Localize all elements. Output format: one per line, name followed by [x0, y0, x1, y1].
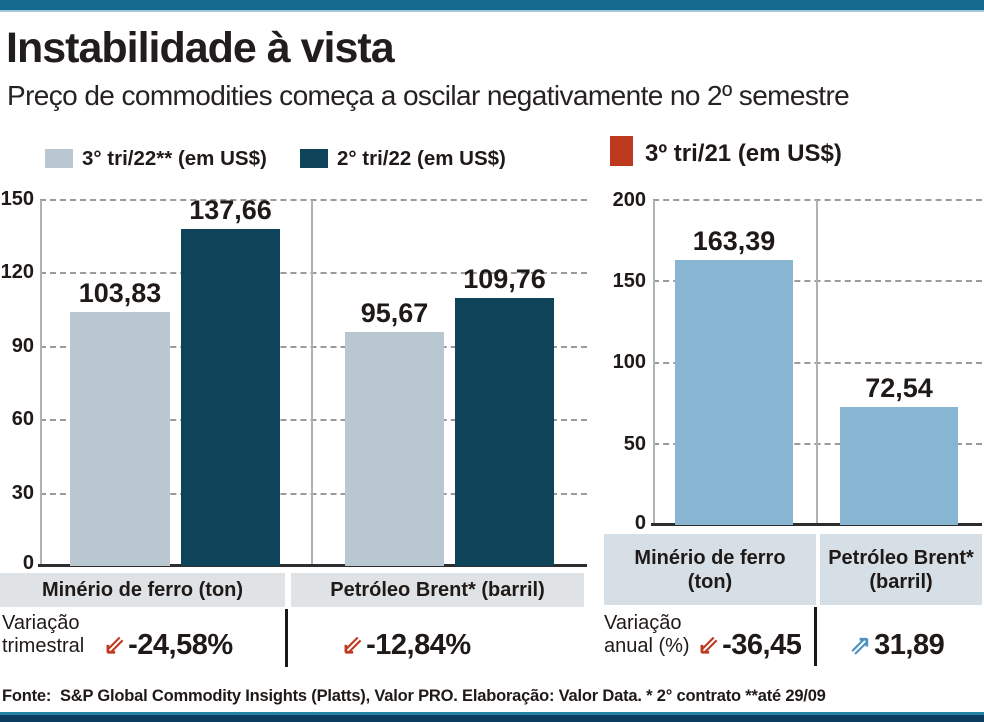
- up-arrow-icon: ⇗: [849, 630, 872, 661]
- bar-iron-3tri22: 103,83: [70, 278, 170, 566]
- gridline: [40, 346, 587, 348]
- bar-brent-3tri22: 95,67: [345, 298, 444, 566]
- bar-brent-2tri22: 109,76: [455, 264, 554, 566]
- variation-label-line2: trimestral: [2, 635, 85, 657]
- variation-label-line1: Variação: [604, 612, 682, 634]
- variation-value: -12,84%: [366, 629, 471, 661]
- y-tick-120: 120: [0, 261, 34, 283]
- gridline: [40, 493, 587, 495]
- gridline: [40, 199, 587, 201]
- bar-value-label: 137,66: [189, 195, 272, 226]
- x-axis-baseline: [651, 523, 982, 526]
- down-arrow-icon: ⇙: [341, 630, 364, 661]
- variation-value: -36,45: [722, 629, 802, 661]
- legend-swatch-3tri22-icon: [45, 149, 73, 168]
- source-note: Fonte: S&P Global Commodity Insights (Pl…: [2, 687, 826, 705]
- y-tick-100: 100: [612, 351, 646, 373]
- bar-value-label: 109,76: [463, 263, 546, 294]
- variation-label-line2: anual (%): [604, 635, 690, 657]
- y-tick-0: 0: [634, 512, 646, 534]
- gridline: [40, 272, 587, 274]
- variation-quarterly-label: Variação trimestral: [2, 612, 84, 658]
- bottom-accent-bar: [0, 715, 984, 722]
- gridline: [40, 419, 587, 421]
- y-axis-line: [40, 200, 42, 565]
- bottom-accent-line: [0, 712, 984, 715]
- category-label-iron: Minério de ferro (ton): [604, 534, 816, 605]
- variation-divider: [285, 609, 288, 667]
- variation-iron-quarterly: ⇙ -24,58%: [103, 629, 233, 662]
- y-tick-60: 60: [11, 408, 34, 430]
- legend-label-3tri22: 3° tri/22** (em US$): [82, 147, 267, 170]
- variation-label-line1: Variação: [2, 612, 80, 634]
- group-separator-line: [311, 200, 313, 565]
- category-label-brent: Petróleo Brent* (barril): [820, 534, 982, 605]
- variation-annual-label: Variação anual (%): [604, 612, 690, 658]
- category-label-brent: Petróleo Brent* (barril): [291, 573, 584, 607]
- variation-value: 31,89: [874, 629, 945, 661]
- bar-value-label: 163,39: [692, 225, 776, 256]
- group-separator-line: [816, 200, 818, 523]
- bar-iron-2tri22: 137,66: [181, 195, 280, 566]
- bar-brent-3tri21: 72,54: [840, 373, 958, 525]
- variation-brent-quarterly: ⇙ -12,84%: [341, 629, 471, 662]
- down-arrow-icon: ⇙: [103, 630, 126, 661]
- top-accent-bar: [0, 0, 984, 10]
- bar-value-label: 103,83: [78, 278, 162, 308]
- chart-subtitle: Preço de commodities começa a oscilar ne…: [7, 80, 850, 111]
- bar-iron-3tri21: 163,39: [675, 226, 793, 525]
- variation-brent-annual: ⇗ 31,89: [849, 629, 945, 662]
- down-arrow-icon: ⇙: [697, 630, 720, 661]
- legend-swatch-3tri21-icon: [610, 136, 633, 166]
- y-axis-line: [653, 200, 655, 523]
- bar-value-label: 95,67: [360, 297, 429, 328]
- y-tick-200: 200: [612, 189, 646, 211]
- category-label-iron: Minério de ferro (ton): [0, 573, 285, 607]
- y-tick-30: 30: [11, 482, 34, 504]
- legend-swatch-2tri22-icon: [300, 149, 328, 168]
- legend-label-2tri22: 2° tri/22 (em US$): [337, 147, 506, 170]
- category-text: Petróleo Brent* (barril): [330, 579, 545, 601]
- category-text-line2: (barril): [869, 570, 933, 593]
- category-text-line1: Petróleo Brent*: [828, 546, 974, 569]
- y-tick-0: 0: [22, 552, 34, 574]
- variation-divider: [814, 607, 817, 666]
- y-tick-90: 90: [11, 335, 34, 357]
- variation-iron-annual: ⇙ -36,45: [697, 629, 802, 662]
- category-text: Minério de ferro (ton): [41, 579, 244, 601]
- y-tick-150: 150: [612, 270, 646, 292]
- legend-label-3tri21: 3º tri/21 (em US$): [645, 140, 842, 167]
- variation-value: -24,58%: [128, 629, 233, 661]
- bar-value-label: 72,54: [865, 373, 933, 404]
- category-text-line2: (ton): [687, 570, 733, 593]
- top-accent-line: [0, 10, 984, 12]
- y-tick-50: 50: [623, 433, 646, 455]
- chart-title: Instabilidade à vista: [6, 24, 395, 72]
- category-text-line1: Minério de ferro: [634, 546, 786, 569]
- x-axis-baseline: [38, 564, 587, 567]
- y-tick-150: 150: [0, 188, 34, 210]
